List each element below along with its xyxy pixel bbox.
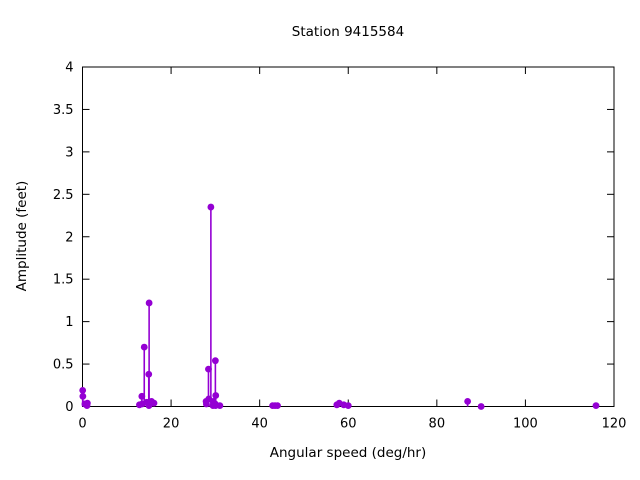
x-tick-label: 120 — [602, 417, 627, 432]
data-point-marker — [274, 402, 281, 410]
data-point-marker — [216, 402, 224, 410]
y-tick-label: 0.5 — [53, 358, 74, 373]
x-tick-label: 100 — [513, 417, 538, 432]
data-point-marker — [592, 402, 600, 410]
data-point-marker — [344, 402, 352, 410]
data-point-marker — [145, 299, 153, 307]
y-tick-label: 1.5 — [53, 273, 74, 288]
y-tick-label: 2.5 — [53, 188, 74, 203]
data-point-marker — [212, 392, 220, 399]
y-tick-label: 0 — [65, 400, 73, 415]
data-point-marker — [464, 398, 472, 405]
y-tick-label: 3 — [65, 145, 73, 160]
x-tick-label: 60 — [340, 417, 357, 432]
y-tick-label: 3.5 — [53, 103, 74, 118]
data-point-marker — [477, 403, 485, 410]
x-axis-label: Angular speed (deg/hr) — [269, 445, 427, 461]
x-tick-label: 20 — [163, 417, 180, 432]
data-point-marker — [140, 343, 148, 351]
data-point-marker — [211, 357, 219, 365]
data-point-marker — [150, 399, 158, 407]
plot-border — [82, 66, 615, 407]
x-tick-label: 0 — [78, 417, 86, 432]
data-point-marker — [79, 392, 87, 400]
x-tick-label: 80 — [429, 417, 446, 432]
y-tick-label: 1 — [65, 315, 73, 330]
data-point-marker — [79, 386, 87, 394]
x-tick-label: 40 — [251, 417, 268, 432]
y-tick-label: 2 — [65, 230, 73, 245]
y-tick-label: 4 — [65, 61, 73, 76]
data-point-marker — [207, 203, 215, 211]
chart-title: Station 9415584 — [291, 24, 405, 40]
data-point-marker — [83, 399, 91, 407]
